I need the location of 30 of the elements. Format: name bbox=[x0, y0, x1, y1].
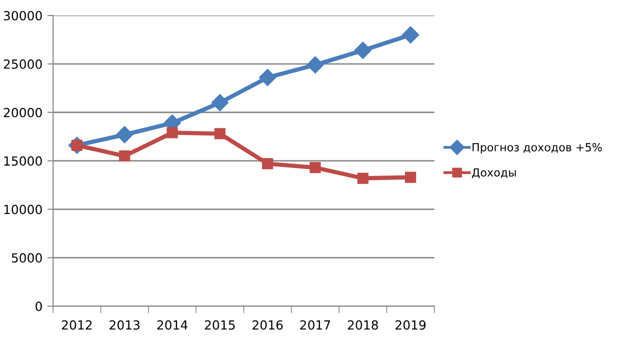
x-tick-label: 2013 bbox=[110, 320, 140, 330]
x-tick-label: 2019 bbox=[396, 320, 426, 330]
point bbox=[262, 158, 274, 170]
y-tick-label: 30000 bbox=[4, 10, 42, 20]
y-tick-label: 10000 bbox=[4, 204, 42, 214]
point bbox=[306, 56, 324, 74]
point bbox=[310, 162, 321, 174]
y-tick-label: 0 bbox=[36, 302, 42, 312]
y-tick-label: 20000 bbox=[4, 108, 42, 118]
point bbox=[116, 126, 134, 144]
point bbox=[354, 42, 372, 59]
legend-label: Доходы bbox=[472, 168, 516, 178]
y-tick-label: 25000 bbox=[4, 59, 42, 69]
point bbox=[166, 127, 178, 138]
point bbox=[214, 128, 226, 140]
point bbox=[259, 68, 276, 86]
point bbox=[404, 172, 416, 183]
x-tick-label: 2018 bbox=[348, 320, 378, 330]
point bbox=[119, 150, 130, 162]
legend-label: Прогноз доходов +5% bbox=[472, 143, 602, 154]
point bbox=[357, 172, 368, 184]
y-tick-label: 5000 bbox=[12, 253, 42, 263]
x-tick-label: 2015 bbox=[204, 320, 235, 330]
x-tick-label: 2017 bbox=[300, 320, 330, 330]
x-tick-label: 2014 bbox=[157, 320, 188, 330]
x-tick-label: 2016 bbox=[252, 320, 283, 330]
y-tick-label: 15000 bbox=[4, 156, 42, 166]
point bbox=[211, 94, 228, 112]
point bbox=[402, 26, 420, 44]
x-tick-label: 2012 bbox=[62, 320, 92, 330]
